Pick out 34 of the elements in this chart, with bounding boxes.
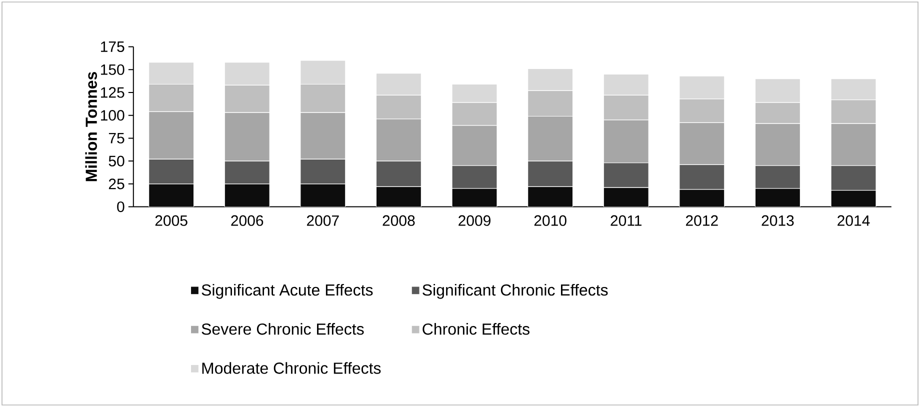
bar <box>754 188 801 207</box>
bar <box>376 186 422 207</box>
x-tick-label: 2007 <box>306 215 339 226</box>
legend-label: Significant Acute Effects <box>202 284 373 299</box>
legend-label: Significant Chronic Effects <box>422 284 608 299</box>
x-tick-label: 2011 <box>610 215 642 226</box>
bar <box>830 190 876 207</box>
bar <box>679 189 725 207</box>
legend-label: Chronic Effects <box>422 323 530 335</box>
legend-label: Moderate Chronic Effects <box>202 362 381 374</box>
y-tick-label: 175 <box>100 42 124 52</box>
x-tick-label: 2008 <box>382 215 415 226</box>
x-tick-label: 2012 <box>686 215 718 226</box>
y-tick-label: 75 <box>108 132 124 144</box>
x-tick-label: 2014 <box>838 215 870 226</box>
bar <box>528 186 574 207</box>
bar <box>300 184 346 207</box>
y-axis-title: Million Tonnes <box>85 72 97 182</box>
x-tick-label: 2006 <box>231 215 264 226</box>
legend-label: Severe Chronic Effects <box>202 323 364 335</box>
bar <box>603 187 649 207</box>
y-tick-label: 25 <box>108 178 124 190</box>
y-tick-label: 0 <box>117 201 124 212</box>
bar <box>224 184 270 207</box>
x-tick-label: 2010 <box>534 215 566 226</box>
bar <box>452 188 498 207</box>
x-tick-label: 2009 <box>458 215 490 226</box>
y-tick-label: 150 <box>100 64 124 75</box>
y-tick-label: 50 <box>108 156 124 166</box>
x-tick-label: 2013 <box>762 215 794 226</box>
y-tick-label: 125 <box>100 87 124 98</box>
bar <box>148 184 194 207</box>
y-tick-label: 100 <box>100 110 124 121</box>
x-tick-label: 2005 <box>155 215 188 226</box>
